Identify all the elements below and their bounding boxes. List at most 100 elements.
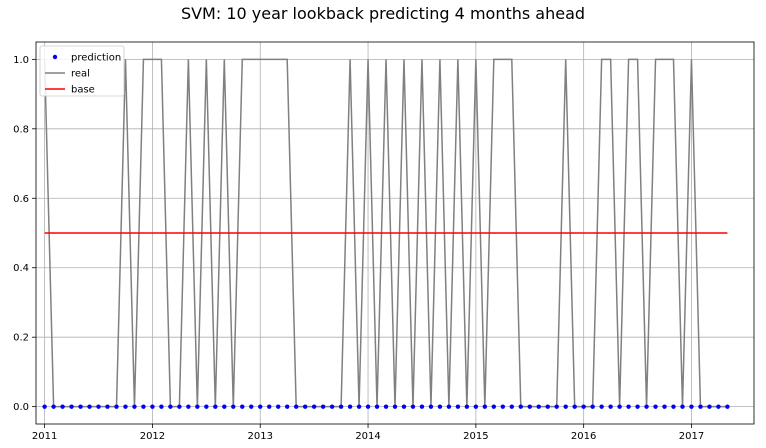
prediction-point <box>222 404 227 409</box>
prediction-point <box>320 404 326 409</box>
prediction-point <box>608 404 613 409</box>
prediction-point <box>293 404 299 409</box>
prediction-point <box>123 404 128 409</box>
prediction-point <box>302 404 308 409</box>
prediction-point <box>554 404 559 409</box>
prediction-point <box>284 404 290 409</box>
prediction-point <box>51 404 56 409</box>
prediction-point <box>87 404 92 409</box>
prediction-point <box>680 404 685 409</box>
legend-label-real: real <box>71 69 90 80</box>
axes: 2011 2012 2013 2014 2015 2016 2017 0.0 0.2 0.4 0.6… <box>13 41 755 442</box>
prediction-point <box>141 404 146 409</box>
x-tick-label: 2012 <box>140 431 165 442</box>
prediction-point <box>276 404 281 409</box>
prediction-point <box>527 404 532 409</box>
prediction-point <box>662 404 667 409</box>
prediction-point <box>168 404 173 409</box>
y-tick-label: 0.0 <box>13 402 29 413</box>
prediction-point <box>707 404 712 409</box>
prediction-point <box>329 404 335 409</box>
prediction-point <box>545 404 550 409</box>
prediction-point <box>671 404 676 409</box>
prediction-point <box>177 404 182 409</box>
prediction-point <box>60 404 65 409</box>
prediction-point <box>338 404 344 409</box>
prediction-point <box>716 404 721 409</box>
prediction-point <box>347 404 353 409</box>
prediction-point <box>518 404 523 409</box>
prediction-point <box>455 404 461 409</box>
y-tick-label: 0.4 <box>13 263 29 274</box>
prediction-point <box>150 404 155 409</box>
x-tick-label: 2013 <box>248 431 273 442</box>
prediction-point <box>383 404 389 409</box>
prediction-point <box>500 404 506 409</box>
y-tick-label: 0.2 <box>13 333 29 344</box>
prediction-point <box>195 404 200 409</box>
prediction-point <box>536 404 541 409</box>
prediction-point <box>365 404 371 409</box>
prediction-point <box>105 404 110 409</box>
prediction-point <box>644 404 649 409</box>
prediction-point <box>213 404 218 409</box>
prediction-point <box>446 404 452 409</box>
legend-box <box>39 45 125 97</box>
prediction-point <box>491 404 497 409</box>
prediction-point <box>374 404 380 409</box>
legend-label-prediction: prediction <box>71 53 121 64</box>
prediction-point <box>114 404 119 409</box>
x-tick-label: 2016 <box>571 431 596 442</box>
prediction-point <box>311 404 317 409</box>
prediction-point <box>186 404 191 409</box>
prediction-point <box>473 404 479 409</box>
prediction-point <box>437 404 443 409</box>
x-tick-label: 2017 <box>679 431 704 442</box>
prediction-point <box>401 404 407 409</box>
y-tick-label: 1.0 <box>13 55 29 66</box>
prediction-point <box>653 404 658 409</box>
prediction-point <box>626 404 631 409</box>
prediction-point <box>563 404 568 409</box>
prediction-point <box>635 404 640 409</box>
prediction-point <box>581 404 586 409</box>
series-real-line <box>43 58 728 408</box>
prediction-point <box>356 404 362 409</box>
prediction-point <box>69 404 74 409</box>
legend-marker-prediction <box>52 54 58 60</box>
prediction-point <box>132 404 137 409</box>
prediction-point <box>258 404 263 409</box>
prediction-point <box>159 404 164 409</box>
prediction-point <box>689 404 694 409</box>
prediction-point <box>392 404 398 409</box>
prediction-point <box>96 404 101 409</box>
prediction-point <box>249 404 254 409</box>
x-tick-label: 2015 <box>463 431 488 442</box>
prediction-point <box>204 404 209 409</box>
prediction-point <box>572 404 577 409</box>
plot-frame <box>35 41 755 425</box>
prediction-point <box>410 404 416 409</box>
prediction-point <box>590 404 595 409</box>
y-tick-label: 0.6 <box>13 194 29 205</box>
chart-title: SVM: 10 year lookback predicting 4 month… <box>180 4 586 23</box>
prediction-point <box>464 404 470 409</box>
prediction-point <box>267 404 272 409</box>
legend-label-base: base <box>71 85 95 96</box>
prediction-point <box>617 404 622 409</box>
x-tick-label: 2011 <box>32 431 57 442</box>
prediction-point <box>42 404 47 409</box>
prediction-point <box>599 404 604 409</box>
x-tick-label: 2014 <box>355 431 380 442</box>
series-group <box>42 58 730 409</box>
prediction-point <box>698 404 703 409</box>
prediction-point <box>725 404 730 409</box>
prediction-point <box>509 404 514 409</box>
prediction-point <box>231 404 236 409</box>
prediction-point <box>419 404 425 409</box>
prediction-point <box>78 404 83 409</box>
y-tick-label: 0.8 <box>13 124 29 135</box>
prediction-point <box>240 404 245 409</box>
prediction-point <box>428 404 434 409</box>
